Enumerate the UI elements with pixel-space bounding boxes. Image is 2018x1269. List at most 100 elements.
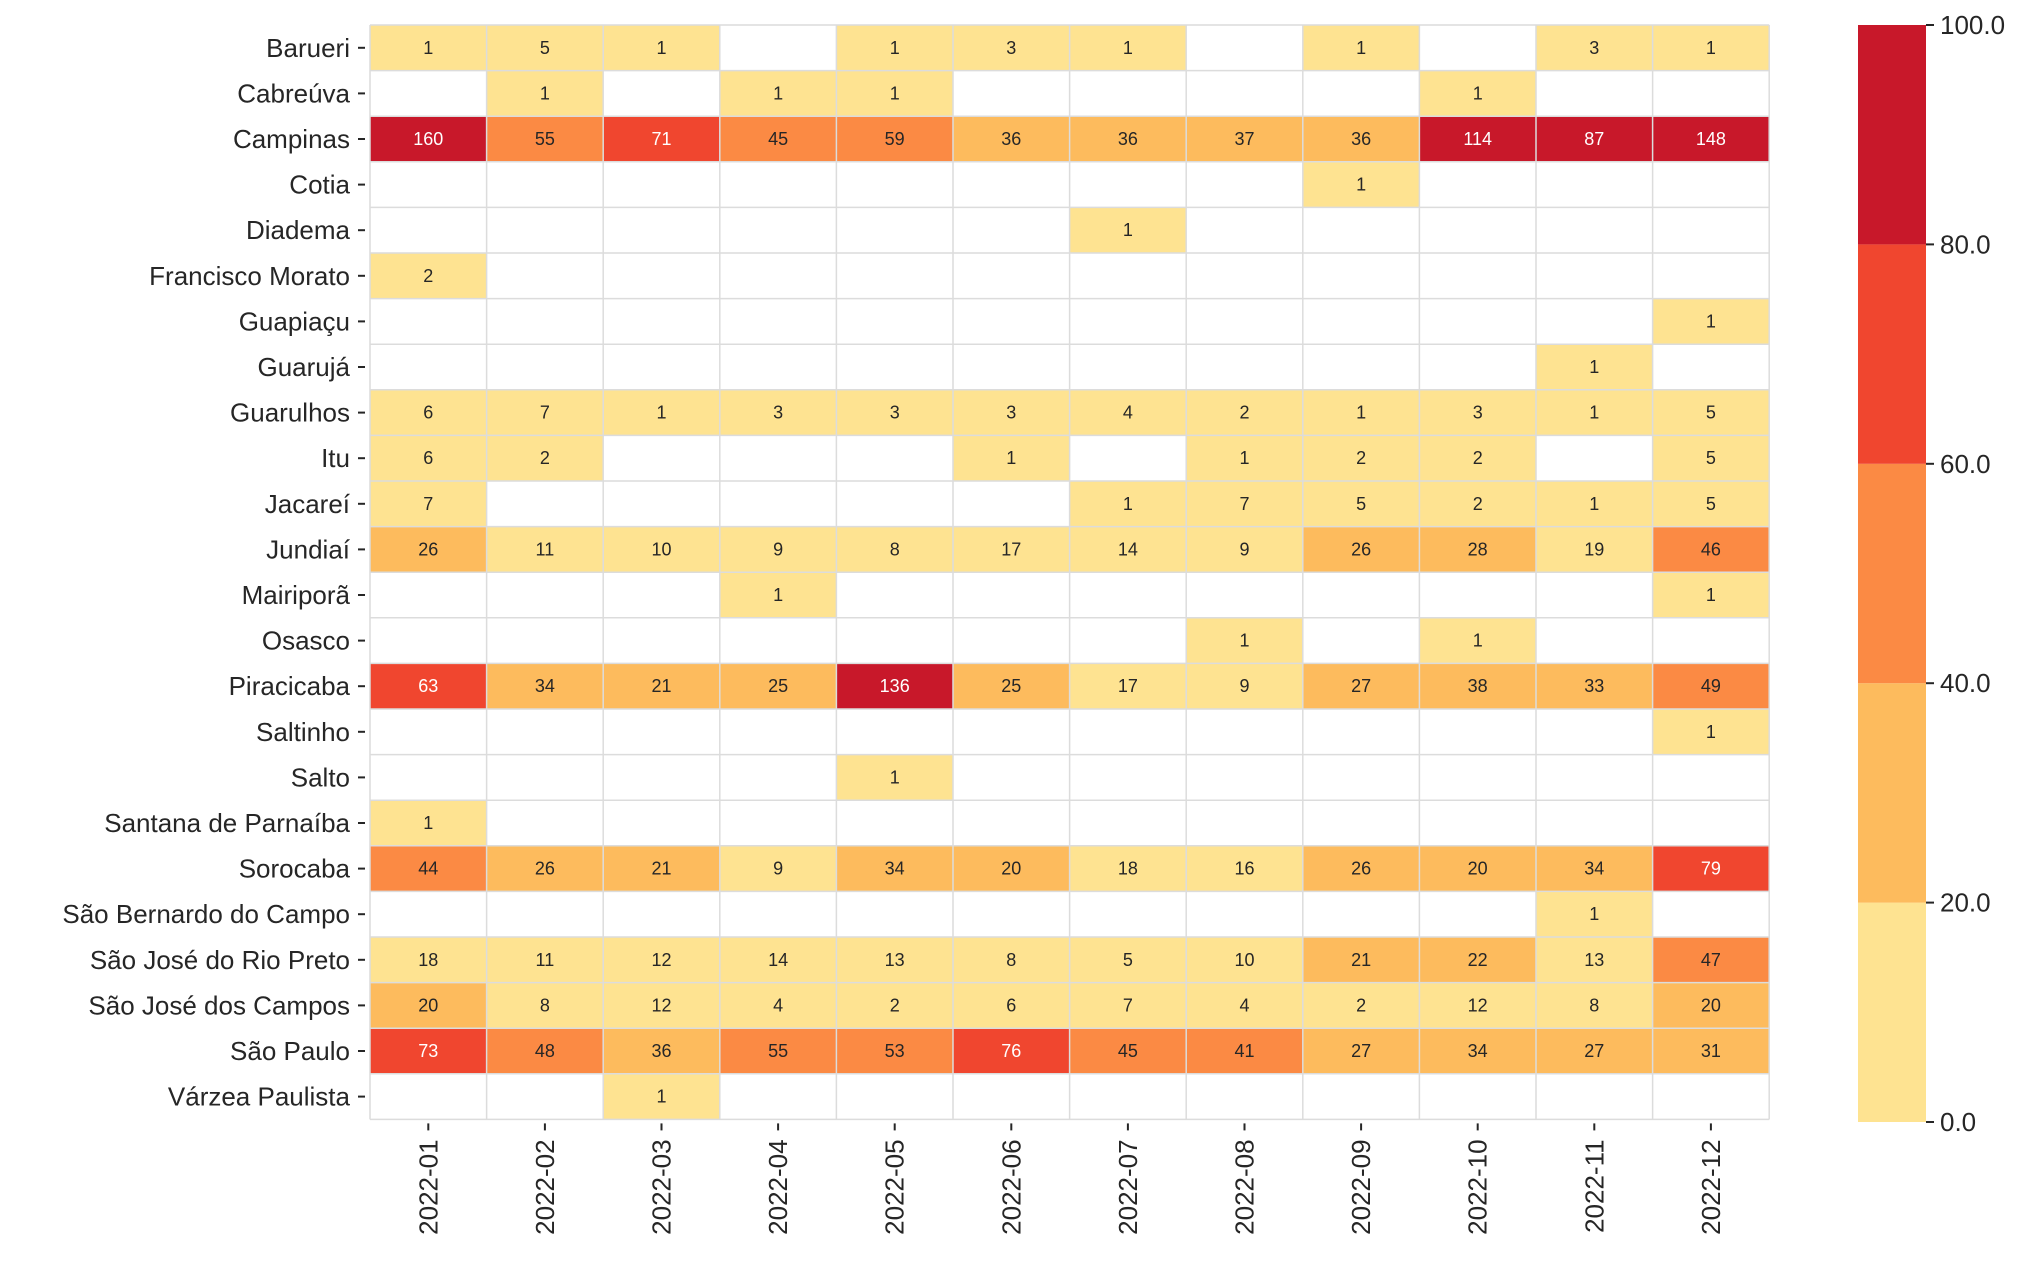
heatmap-cell: [1069, 116, 1187, 162]
cell-value-label: 5: [1356, 494, 1366, 514]
cell-value-label: 1: [1123, 38, 1133, 58]
heatmap-cell: [836, 982, 953, 1029]
cell-value-label: 13: [885, 950, 905, 970]
cell-value-label: 5: [1706, 403, 1716, 423]
cell-value-label: 1: [1239, 631, 1249, 651]
heatmap-cell: [603, 937, 720, 983]
heatmap-cell: [1302, 481, 1420, 527]
cell-value-label: 6: [423, 403, 433, 423]
cell-value-label: 31: [1701, 1041, 1721, 1061]
cell-value-label: 6: [1006, 995, 1016, 1015]
cell-value-label: 20: [1001, 859, 1021, 879]
cell-value-label: 27: [1351, 676, 1371, 696]
cell-value-label: 10: [651, 539, 671, 559]
cell-value-label: 1: [890, 83, 900, 103]
cell-value-label: 160: [413, 129, 443, 149]
cell-value-label: 47: [1701, 950, 1721, 970]
heatmap-cell: [603, 25, 720, 71]
cell-value-label: 1: [890, 767, 900, 787]
cell-value-label: 1: [1589, 403, 1599, 423]
heatmap-cell: [370, 481, 487, 527]
cell-value-label: 1: [1356, 175, 1366, 195]
heatmap-cell: [719, 937, 837, 983]
colorbar: 0.0 20.0 40.0 60.0 80.0 100.0: [1858, 10, 2005, 1137]
cell-value-label: 8: [540, 995, 550, 1015]
y-tick-label: Várzea Paulista: [168, 1082, 351, 1112]
x-tick-label: 2022-04: [763, 1139, 793, 1234]
heatmap-cell: [1302, 25, 1420, 71]
cell-value-label: 114: [1463, 129, 1492, 149]
cell-value-label: 26: [535, 859, 555, 879]
heatmap-cell: [370, 389, 487, 436]
cell-value-label: 45: [1118, 1041, 1138, 1061]
cell-value-label: 12: [651, 950, 671, 970]
heatmap-cell: [370, 937, 487, 983]
cell-value-label: 3: [1589, 38, 1599, 58]
heatmap-cell: [1419, 617, 1536, 664]
y-tick-label: Francisco Morato: [149, 261, 350, 291]
heatmap-cell: [719, 845, 837, 892]
cell-value-label: 1: [1706, 311, 1716, 331]
heatmap-cell: [1419, 116, 1536, 162]
cell-value-label: 7: [423, 494, 433, 514]
heatmap-cell: [836, 116, 953, 162]
heatmap-cell: [1652, 389, 1770, 436]
grid-layer: [369, 24, 1770, 1121]
cell-value-label: 9: [1239, 539, 1249, 559]
heatmap-cell: [836, 70, 953, 117]
colorbar-tick-label: 100.0: [1940, 10, 2005, 40]
heatmap-cell: [1652, 526, 1770, 573]
x-tick-label: 2022-05: [880, 1139, 910, 1234]
heatmap-cell: [603, 389, 720, 436]
y-tick-label: Cabreúva: [237, 78, 350, 108]
heatmap-cell: [953, 1028, 1070, 1074]
y-tick-label: Cotia: [289, 170, 350, 200]
heatmap-cell: [1186, 1028, 1303, 1074]
heatmap-cell: [1419, 663, 1536, 709]
heatmap-cell: [1302, 116, 1420, 162]
heatmap-cell: [1652, 1028, 1770, 1074]
colorbar-tick-label: 40.0: [1940, 668, 1991, 698]
heatmap-cell: [370, 435, 487, 481]
heatmap-cell: [836, 25, 953, 71]
cell-value-label: 17: [1001, 539, 1021, 559]
x-tick-label: 2022-12: [1696, 1139, 1726, 1234]
colorbar-segment: [1858, 902, 1926, 1122]
heatmap-cell: [1419, 982, 1536, 1029]
heatmap-cell: [1419, 845, 1536, 892]
cell-value-label: 5: [1706, 494, 1716, 514]
heatmap-cell: [953, 937, 1070, 983]
cell-value-label: 6: [423, 448, 433, 468]
cell-value-label: 53: [885, 1041, 905, 1061]
heatmap-cell: [1302, 1028, 1420, 1074]
heatmap-cell: [603, 1073, 720, 1120]
cell-value-label: 14: [1118, 539, 1138, 559]
cell-value-label: 9: [1239, 676, 1249, 696]
heatmap-cell: [719, 526, 837, 573]
heatmap-cell: [603, 1028, 720, 1074]
cell-value-label: 5: [540, 38, 550, 58]
heatmap-cell: [1536, 937, 1653, 983]
cell-value-label: 28: [1468, 539, 1488, 559]
heatmap-cell: [603, 663, 720, 709]
heatmap-cell: [719, 982, 837, 1029]
cell-value-label: 3: [1006, 403, 1016, 423]
y-tick-label: Jacareí: [265, 489, 351, 519]
heatmap-cell: [486, 70, 604, 117]
heatmap-cell: [719, 116, 837, 162]
heatmap-cell: [953, 526, 1070, 573]
cell-value-label: 1: [1473, 631, 1483, 651]
cell-value-label: 1: [1706, 722, 1716, 742]
cell-value-label: 17: [1118, 676, 1138, 696]
y-tick-label: Mairiporã: [242, 580, 351, 610]
heatmap-cell: [836, 526, 953, 573]
cell-value-label: 21: [651, 676, 671, 696]
heatmap-cell: [1186, 617, 1303, 664]
heatmap-cell: [1536, 663, 1653, 709]
x-tick-label: 2022-10: [1463, 1139, 1493, 1234]
heatmap-cell: [719, 389, 837, 436]
heatmap-cell: [486, 663, 604, 709]
cell-value-label: 20: [418, 995, 438, 1015]
heatmap-cell: [1419, 435, 1536, 481]
